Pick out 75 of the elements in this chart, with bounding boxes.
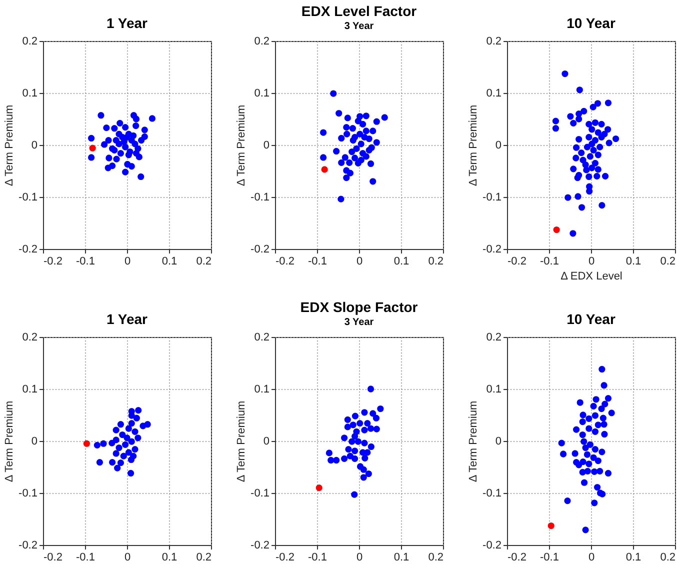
y-tick-label: -0.2 [18, 540, 38, 552]
y-tick-label: -0.1 [482, 192, 502, 204]
y-tick-label: 0 [31, 436, 38, 448]
x-tick-label: 0.2 [660, 256, 676, 268]
x-tick-label: -0.1 [308, 552, 327, 564]
x-tick-label: 0.1 [626, 256, 642, 268]
x-tick-label: 0 [356, 256, 363, 268]
y-tick-label: 0.2 [486, 36, 502, 48]
y-tick-label: -0.1 [18, 192, 38, 204]
y-tick-label: -0.1 [250, 488, 270, 500]
y-tick-label: -0.2 [250, 244, 270, 256]
x-tick-label: 0.1 [162, 552, 178, 564]
y-axis-title: Δ Term Premium [236, 104, 248, 186]
y-tick-label: 0 [31, 140, 38, 152]
x-tick-label: -0.1 [308, 256, 327, 268]
chart-title: 1 Year [106, 15, 148, 31]
x-tick-label: -0.1 [540, 256, 559, 268]
x-tick-label: 0.1 [626, 552, 642, 564]
y-tick-label: -0.1 [250, 192, 270, 204]
x-tick-label: 0 [124, 256, 131, 268]
x-tick-label: -0.2 [44, 552, 62, 564]
y-axis-title: Δ Term Premium [4, 104, 16, 186]
y-tick-label: -0.1 [18, 488, 38, 500]
x-tick-label: -0.2 [44, 256, 62, 268]
x-tick-label: 0 [124, 552, 131, 564]
chart-subtitle: 3 Year [344, 317, 374, 328]
y-tick-label: 0.2 [22, 332, 38, 344]
x-tick-label: 0.2 [428, 552, 444, 564]
x-tick-label: 0.2 [196, 552, 212, 564]
y-axis-title: Δ Term Premium [468, 104, 480, 186]
x-axis-title: Δ EDX Level [560, 270, 622, 282]
y-tick-label: 0.1 [22, 88, 38, 100]
y-tick-label: 0.2 [254, 332, 270, 344]
y-axis-title: Δ Term Premium [236, 400, 248, 482]
y-tick-label: -0.2 [482, 540, 502, 552]
x-tick-label: 0.2 [196, 256, 212, 268]
chart-title: 10 Year [566, 311, 616, 327]
x-tick-label: -0.2 [508, 256, 526, 268]
x-tick-label: 0.2 [660, 552, 676, 564]
y-tick-label: -0.2 [250, 540, 270, 552]
y-tick-label: 0.1 [22, 384, 38, 396]
y-tick-label: 0 [263, 436, 270, 448]
x-tick-label: -0.2 [276, 552, 294, 564]
y-axis-title: Δ Term Premium [468, 400, 480, 482]
y-tick-label: -0.2 [18, 244, 38, 256]
y-tick-label: 0.2 [22, 36, 38, 48]
x-tick-label: 0 [588, 256, 595, 268]
x-tick-label: 0.1 [162, 256, 178, 268]
y-tick-label: 0.2 [486, 332, 502, 344]
y-tick-label: 0.1 [254, 88, 270, 100]
chart-title: 1 Year [106, 311, 148, 327]
x-tick-label: -0.1 [76, 256, 95, 268]
y-tick-label: 0 [263, 140, 270, 152]
x-tick-label: 0.1 [394, 552, 410, 564]
chart-title: EDX Level Factor [301, 3, 418, 19]
y-tick-label: 0 [495, 140, 502, 152]
y-tick-label: 0 [495, 436, 502, 448]
chart-title: EDX Slope Factor [300, 299, 418, 315]
x-tick-label: -0.2 [276, 256, 294, 268]
y-tick-label: 0.1 [486, 384, 502, 396]
y-tick-label: 0.1 [486, 88, 502, 100]
x-tick-label: -0.1 [76, 552, 95, 564]
y-tick-label: -0.1 [482, 488, 502, 500]
x-tick-label: 0 [356, 552, 363, 564]
x-tick-label: 0 [588, 552, 595, 564]
y-axis-title: Δ Term Premium [4, 400, 16, 482]
x-tick-label: 0.2 [428, 256, 444, 268]
y-tick-label: 0.1 [254, 384, 270, 396]
y-tick-label: 0.2 [254, 36, 270, 48]
x-tick-label: -0.2 [508, 552, 526, 564]
x-tick-label: 0.1 [394, 256, 410, 268]
chart-title: 10 Year [566, 15, 616, 31]
x-tick-label: -0.1 [540, 552, 559, 564]
y-tick-label: -0.2 [482, 244, 502, 256]
chart-subtitle: 3 Year [344, 21, 374, 32]
